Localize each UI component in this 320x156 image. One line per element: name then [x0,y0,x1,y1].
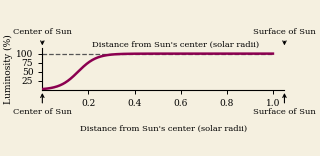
X-axis label: Distance from Sun's center (solar radii): Distance from Sun's center (solar radii) [80,124,247,132]
Text: Distance from Sun's center (solar radii): Distance from Sun's center (solar radii) [92,41,259,49]
Text: Surface of Sun: Surface of Sun [253,94,316,117]
Text: Center of Sun: Center of Sun [13,28,72,44]
Text: Center of Sun: Center of Sun [13,94,72,117]
Text: Surface of Sun: Surface of Sun [253,28,316,44]
Y-axis label: Luminosity (%): Luminosity (%) [4,34,13,104]
